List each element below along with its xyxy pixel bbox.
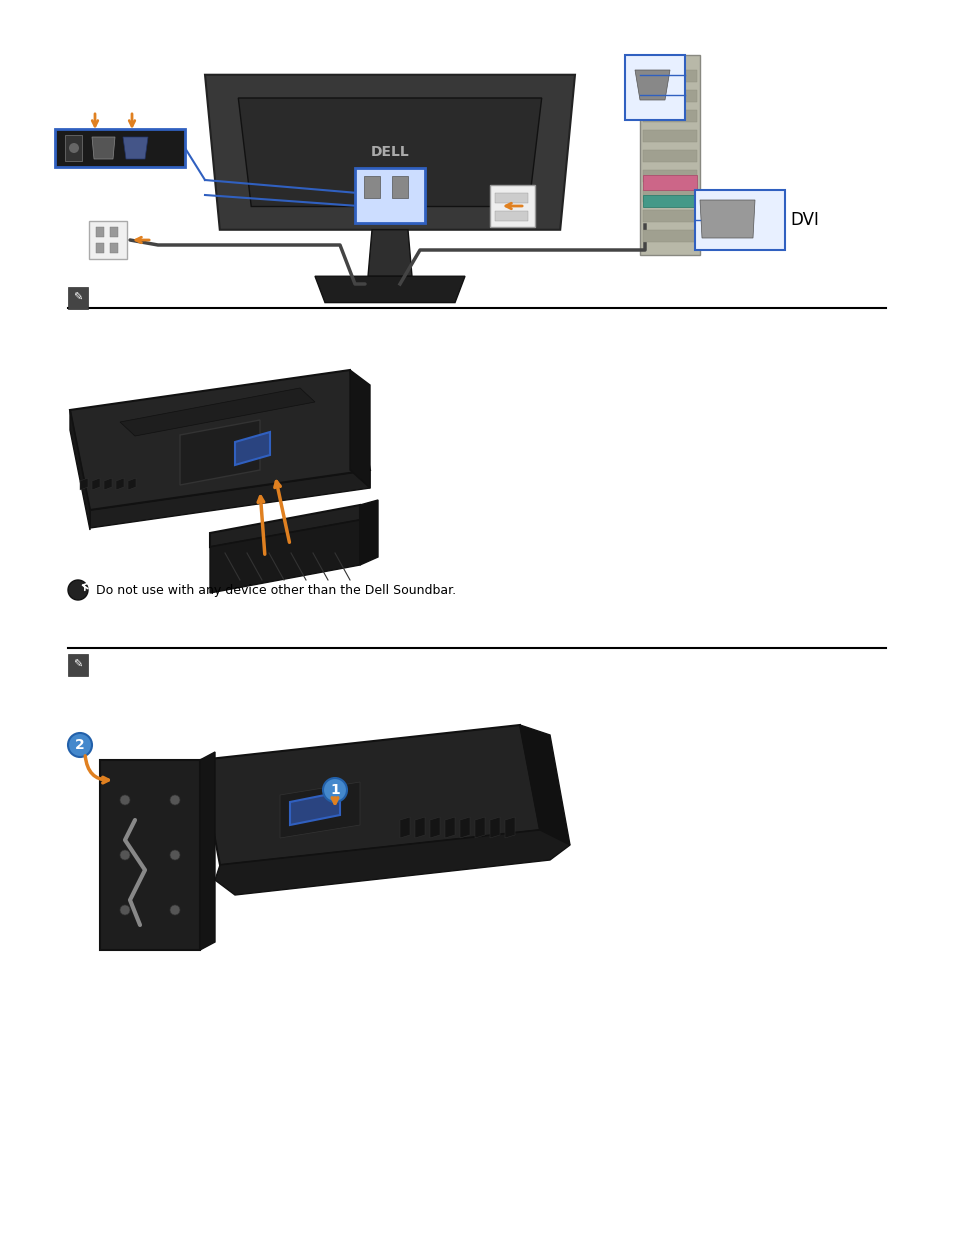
Polygon shape: [399, 818, 410, 839]
Polygon shape: [624, 56, 684, 120]
Polygon shape: [642, 70, 697, 82]
Circle shape: [120, 850, 130, 860]
Polygon shape: [110, 227, 118, 237]
Text: DELL: DELL: [370, 146, 409, 159]
Polygon shape: [475, 818, 484, 839]
Polygon shape: [642, 90, 697, 103]
Polygon shape: [55, 128, 185, 167]
Polygon shape: [234, 432, 270, 466]
Polygon shape: [700, 200, 754, 238]
Circle shape: [120, 795, 130, 805]
Polygon shape: [350, 370, 370, 488]
Polygon shape: [100, 760, 200, 950]
Polygon shape: [642, 195, 697, 207]
Polygon shape: [635, 70, 669, 100]
Polygon shape: [110, 243, 118, 253]
Polygon shape: [280, 782, 359, 839]
Polygon shape: [70, 370, 370, 510]
Polygon shape: [104, 478, 112, 490]
Circle shape: [170, 850, 180, 860]
Polygon shape: [642, 130, 697, 142]
Polygon shape: [642, 175, 697, 190]
Text: DVI: DVI: [789, 211, 818, 228]
Polygon shape: [314, 277, 464, 303]
Polygon shape: [91, 137, 115, 159]
Polygon shape: [368, 230, 412, 277]
Polygon shape: [68, 655, 88, 676]
Polygon shape: [355, 168, 424, 222]
Polygon shape: [392, 175, 408, 198]
Polygon shape: [642, 149, 697, 162]
Polygon shape: [91, 478, 100, 490]
Polygon shape: [200, 725, 539, 864]
Polygon shape: [65, 135, 82, 161]
Polygon shape: [120, 388, 314, 436]
Circle shape: [68, 580, 88, 600]
Polygon shape: [444, 818, 455, 839]
Polygon shape: [364, 175, 379, 198]
Text: ✎: ✎: [73, 293, 83, 303]
Text: ✎: ✎: [73, 659, 83, 671]
Polygon shape: [70, 410, 90, 530]
Polygon shape: [695, 190, 784, 249]
Polygon shape: [495, 193, 527, 203]
Text: Do not use with any device other than the Dell Soundbar.: Do not use with any device other than th…: [96, 583, 456, 597]
Polygon shape: [90, 471, 370, 529]
Polygon shape: [430, 818, 439, 839]
Text: 2: 2: [75, 739, 85, 752]
Polygon shape: [89, 221, 127, 259]
Polygon shape: [96, 243, 104, 253]
Polygon shape: [642, 230, 697, 242]
Polygon shape: [490, 818, 499, 839]
Polygon shape: [210, 520, 359, 593]
Circle shape: [170, 795, 180, 805]
Polygon shape: [205, 75, 575, 230]
Polygon shape: [80, 478, 88, 490]
Circle shape: [323, 778, 347, 802]
Polygon shape: [642, 190, 697, 203]
Polygon shape: [238, 98, 541, 206]
Circle shape: [170, 905, 180, 915]
Polygon shape: [116, 478, 124, 490]
Polygon shape: [96, 227, 104, 237]
Polygon shape: [415, 818, 424, 839]
Polygon shape: [490, 185, 535, 227]
Polygon shape: [123, 137, 148, 159]
Polygon shape: [639, 56, 700, 254]
Polygon shape: [68, 287, 88, 309]
Circle shape: [69, 143, 79, 153]
Polygon shape: [642, 210, 697, 222]
Polygon shape: [504, 818, 515, 839]
Polygon shape: [642, 170, 697, 182]
Polygon shape: [128, 478, 136, 490]
Circle shape: [68, 734, 91, 757]
Polygon shape: [359, 500, 377, 564]
Polygon shape: [180, 420, 260, 485]
Polygon shape: [214, 830, 569, 895]
Polygon shape: [459, 818, 470, 839]
Polygon shape: [642, 110, 697, 122]
Polygon shape: [210, 505, 359, 547]
Text: 1: 1: [330, 783, 339, 797]
Polygon shape: [495, 211, 527, 221]
Polygon shape: [200, 752, 214, 950]
Polygon shape: [519, 725, 569, 845]
Polygon shape: [290, 792, 339, 825]
Circle shape: [120, 905, 130, 915]
